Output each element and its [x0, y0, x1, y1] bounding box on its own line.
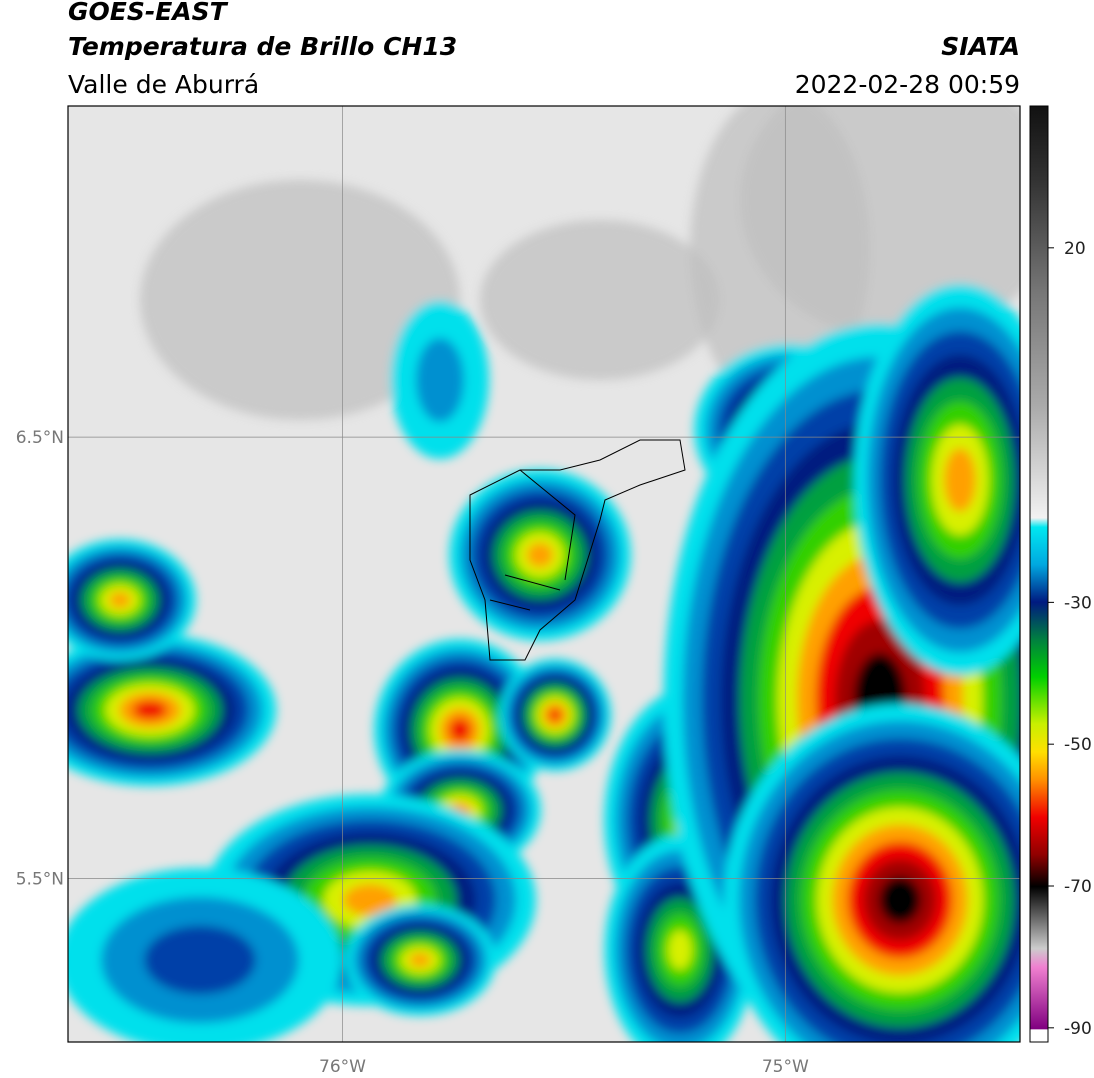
cloud-level: [879, 876, 921, 924]
cloud: [140, 180, 460, 420]
cloud-level: [144, 925, 256, 995]
map-frame: [67, 105, 1021, 1043]
cloud-level: [448, 718, 472, 742]
colorbar-tick-label: -90: [1064, 1019, 1092, 1039]
cloud-level: [416, 338, 464, 422]
colorbar-tick-label: -50: [1064, 735, 1092, 755]
cloud-level: [409, 952, 431, 968]
cloud-level: [109, 592, 131, 608]
region: Valle de Aburrá: [68, 70, 259, 99]
cloud: [480, 220, 720, 380]
cloud-level: [132, 700, 168, 720]
datetime: 2022-02-28 00:59: [795, 70, 1020, 99]
colorbar-tick-label: -70: [1064, 877, 1092, 897]
lon-label: 76°W: [319, 1057, 366, 1077]
satellite: GOES-EAST: [68, 0, 229, 26]
cloud-level: [944, 448, 976, 512]
cloud-level: [343, 884, 397, 916]
colorbar: [1029, 105, 1049, 1043]
cloud-level: [548, 708, 562, 722]
lat-label: 6.5°N: [16, 428, 64, 448]
cloud: [690, 106, 870, 410]
colorbar-tick-label: 20: [1064, 239, 1086, 259]
cloud-level: [668, 930, 692, 970]
agency: SIATA: [941, 32, 1020, 61]
colorbar-tick-label: -30: [1064, 593, 1092, 613]
lon-label: 75°W: [762, 1057, 809, 1077]
cloud-level: [526, 542, 554, 568]
lat-label: 5.5°N: [16, 870, 64, 890]
map-image: [68, 106, 1020, 1042]
product: Temperatura de Brillo CH13: [68, 32, 457, 61]
